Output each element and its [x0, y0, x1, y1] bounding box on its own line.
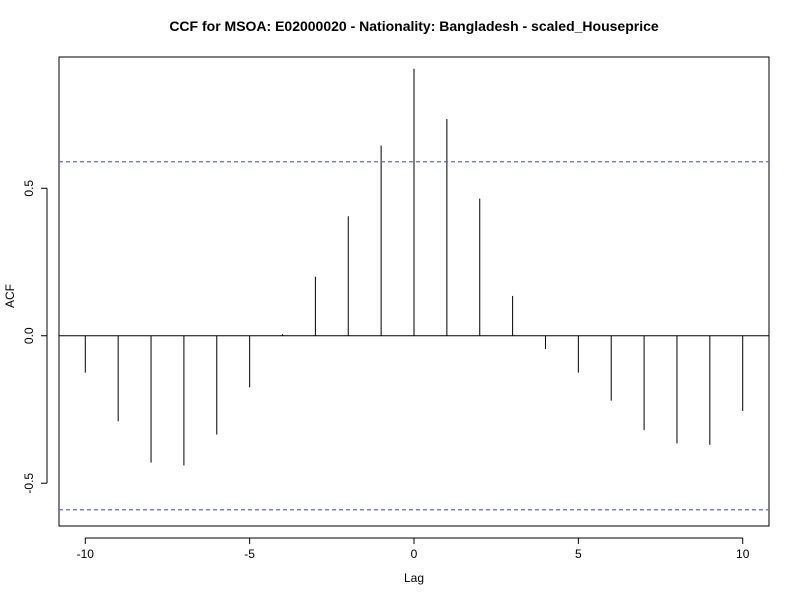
x-tick-label: 5	[575, 547, 582, 561]
x-axis-label: Lag	[404, 571, 424, 585]
y-tick-label: 0.0	[22, 327, 36, 344]
y-tick-label: -0.5	[22, 473, 36, 494]
bars-layer	[84, 68, 744, 466]
chart-title: CCF for MSOA: E02000020 - Nationality: B…	[169, 18, 659, 34]
x-tick-label: -5	[244, 547, 255, 561]
x-tick-label: -10	[77, 547, 95, 561]
y-axis-label: ACF	[3, 284, 17, 308]
x-tick-label: 10	[736, 547, 750, 561]
y-axis: -0.5 0.0 0.5	[22, 180, 48, 494]
x-axis: -10 -5 0 5 10	[77, 537, 750, 561]
plot-frame	[58, 56, 770, 527]
y-tick-label: 0.5	[22, 180, 36, 197]
x-tick-label: 0	[411, 547, 418, 561]
